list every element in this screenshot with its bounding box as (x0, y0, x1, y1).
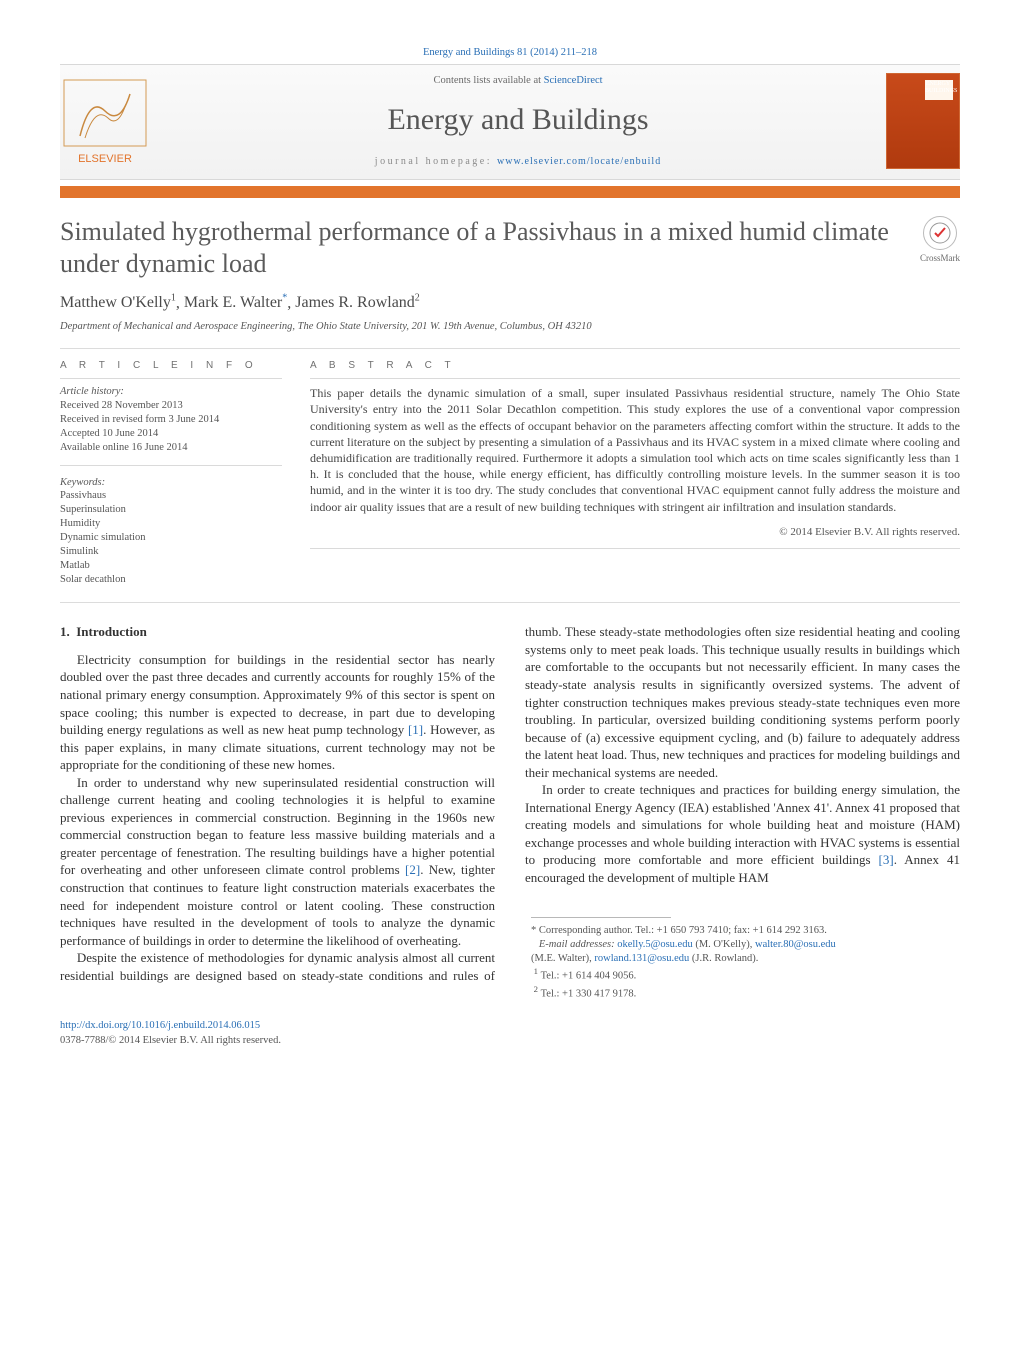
rule-mini-4 (310, 548, 960, 549)
email-link-1[interactable]: okelly.5@osu.edu (617, 939, 692, 950)
citation-link[interactable]: Energy and Buildings 81 (2014) 211–218 (423, 47, 597, 58)
section-heading: 1. Introduction (60, 623, 495, 641)
corresponding-author-footnote: * Corresponding author. Tel.: +1 650 793… (531, 924, 960, 938)
email-addresses-line: E-mail addresses: okelly.5@osu.edu (M. O… (531, 938, 960, 952)
article-info-column: A R T I C L E I N F O Article history: R… (60, 359, 282, 587)
footnote-rule (531, 917, 671, 918)
doi-link[interactable]: http://dx.doi.org/10.1016/j.enbuild.2014… (60, 1020, 260, 1031)
body-paragraph: In order to create techniques and practi… (525, 781, 960, 886)
citation-ref-3[interactable]: [3] (879, 852, 894, 867)
email-link-2[interactable]: walter.80@osu.edu (755, 939, 836, 950)
body-paragraph: Electricity consumption for buildings in… (60, 651, 495, 774)
abstract-copyright: © 2014 Elsevier B.V. All rights reserved… (310, 525, 960, 540)
orange-divider (60, 186, 960, 198)
citation-ref-2[interactable]: [2] (405, 862, 420, 877)
history-revised: Received in revised form 3 June 2014 (60, 413, 282, 427)
abstract-heading: A B S T R A C T (310, 359, 960, 373)
body-two-column: 1. Introduction Electricity consumption … (60, 623, 960, 1001)
history-received: Received 28 November 2013 (60, 399, 282, 413)
footnotes-block: * Corresponding author. Tel.: +1 650 793… (525, 917, 960, 1002)
rule-mini-2 (60, 465, 282, 466)
authors-line: Matthew O'Kelly1, Mark E. Walter*, James… (60, 292, 960, 314)
journal-cover-thumbnail (886, 73, 960, 169)
elsevier-logo: ELSEVIER (60, 76, 150, 166)
citation-ref-1[interactable]: [1] (408, 722, 423, 737)
author-3: James R. Rowland2 (295, 294, 420, 311)
rule-above-abstract (60, 348, 960, 349)
footnote-1: 1 Tel.: +1 614 404 9056. (531, 966, 960, 984)
history-accepted: Accepted 10 June 2014 (60, 427, 282, 441)
journal-homepage-link[interactable]: www.elsevier.com/locate/enbuild (497, 156, 661, 167)
elsevier-logo-text: ELSEVIER (78, 153, 132, 165)
keyword-item: Superinsulation (60, 503, 282, 517)
masthead-band: ELSEVIER Contents lists available at Sci… (60, 64, 960, 180)
body-paragraph: In order to understand why new superinsu… (60, 774, 495, 949)
article-title: Simulated hygrothermal performance of a … (60, 216, 908, 279)
article-info-heading: A R T I C L E I N F O (60, 359, 282, 373)
email-addresses-line-2: (M.E. Walter), rowland.131@osu.edu (J.R.… (531, 952, 960, 966)
abstract-text: This paper details the dynamic simulatio… (310, 385, 960, 515)
keyword-item: Passivhaus (60, 489, 282, 503)
keyword-item: Solar decathlon (60, 573, 282, 587)
keywords-heading: Keywords: (60, 476, 282, 490)
corresponding-author-mark[interactable]: * (282, 293, 287, 304)
citation-line: Energy and Buildings 81 (2014) 211–218 (60, 46, 960, 60)
journal-homepage-line: journal homepage: www.elsevier.com/locat… (158, 155, 878, 169)
article-history-heading: Article history: (60, 386, 124, 397)
sciencedirect-link[interactable]: ScienceDirect (544, 75, 603, 86)
keyword-item: Matlab (60, 559, 282, 573)
author-2: Mark E. Walter* (184, 294, 287, 311)
history-online: Available online 16 June 2014 (60, 441, 282, 455)
keyword-item: Simulink (60, 545, 282, 559)
rule-above-body (60, 602, 960, 603)
crossmark-label: CrossMark (920, 253, 960, 263)
journal-title: Energy and Buildings (158, 100, 878, 141)
keyword-item: Dynamic simulation (60, 531, 282, 545)
crossmark-widget[interactable]: CrossMark (920, 216, 960, 264)
keyword-item: Humidity (60, 517, 282, 531)
author-1: Matthew O'Kelly1 (60, 294, 176, 311)
abstract-column: A B S T R A C T This paper details the d… (310, 359, 960, 587)
rule-mini-1 (60, 378, 282, 379)
footnote-2: 2 Tel.: +1 330 417 9178. (531, 984, 960, 1002)
issn-copyright: 0378-7788/© 2014 Elsevier B.V. All right… (60, 1034, 960, 1048)
doi-block: http://dx.doi.org/10.1016/j.enbuild.2014… (60, 1019, 960, 1047)
contents-available-line: Contents lists available at ScienceDirec… (158, 74, 878, 88)
rule-mini-3 (310, 378, 960, 379)
email-link-3[interactable]: rowland.131@osu.edu (594, 953, 689, 964)
crossmark-icon (923, 216, 957, 250)
affiliation: Department of Mechanical and Aerospace E… (60, 320, 960, 334)
